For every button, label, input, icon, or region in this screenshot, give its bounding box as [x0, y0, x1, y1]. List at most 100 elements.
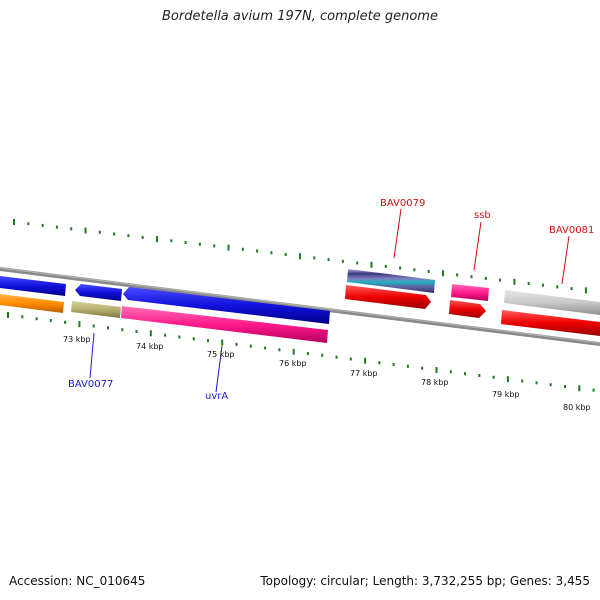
minor-tick: [306, 352, 309, 355]
minor-tick: [456, 273, 459, 277]
minor-tick: [470, 275, 473, 279]
tick-label: 78 kbp: [421, 378, 449, 387]
minor-tick: [55, 225, 58, 229]
tick-label: 77 kbp: [350, 369, 378, 378]
minor-tick: [213, 244, 216, 248]
major-tick: [7, 312, 9, 318]
minor-tick: [313, 256, 316, 260]
backbone: [0, 267, 600, 346]
minor-tick: [184, 241, 187, 244]
tick-label: 76 kbp: [279, 359, 307, 368]
major-tick: [78, 321, 81, 328]
major-tick: [442, 270, 444, 277]
gene-label-uvra: uvrA: [205, 391, 228, 402]
gene-pink-2: [451, 284, 489, 301]
minor-tick: [49, 319, 52, 322]
gene-orange: [0, 294, 64, 313]
minor-tick: [406, 364, 409, 368]
major-tick: [156, 236, 158, 243]
tick-row-inner: [7, 312, 595, 392]
gene-label-ssb: ssb: [474, 210, 491, 221]
map-title: Bordetella avium 197N, complete genome: [162, 9, 438, 24]
tick-label: 74 kbp: [136, 342, 164, 351]
minor-tick: [349, 357, 352, 361]
tick-label: 79 kbp: [492, 390, 520, 399]
major-tick: [227, 244, 230, 251]
major-tick: [13, 219, 15, 225]
tick-label: 73 kbp: [63, 335, 91, 344]
label-leaders: [89, 208, 570, 393]
major-tick: [578, 385, 581, 392]
minor-tick: [535, 381, 538, 385]
accession-text: Accession: NC_010645: [9, 574, 146, 588]
minor-tick: [542, 283, 544, 287]
minor-tick: [427, 270, 430, 273]
minor-tick: [241, 247, 244, 251]
minor-tick: [121, 328, 124, 332]
gene-red-2: [449, 300, 486, 318]
major-tick: [435, 367, 438, 373]
genome-summary: Topology: circular; Length: 3,732,255 bp…: [260, 574, 590, 588]
minor-tick: [478, 374, 481, 377]
gene-blue-2: [75, 284, 122, 301]
minor-tick: [27, 222, 30, 226]
tick-label: 80 kbp: [563, 403, 591, 412]
minor-tick: [449, 370, 452, 374]
minor-tick: [378, 361, 381, 365]
gene-red-1: [345, 285, 431, 309]
minor-tick: [127, 234, 130, 238]
minor-tick: [327, 258, 330, 262]
minor-tick: [341, 259, 344, 263]
gene-label-bav0079: BAV0079: [380, 198, 425, 209]
minor-tick: [107, 326, 109, 330]
minor-tick: [264, 346, 267, 350]
minor-tick: [392, 363, 395, 366]
gene-pink: [121, 306, 328, 343]
minor-tick: [484, 276, 487, 280]
minor-tick: [207, 339, 209, 343]
minor-tick: [399, 266, 402, 270]
genes-forward-strand: [0, 269, 600, 324]
minor-tick: [141, 235, 144, 239]
tick-row-outer: [13, 219, 587, 294]
minor-tick: [198, 242, 201, 246]
gene-label-bav0081: BAV0081: [549, 225, 594, 236]
minor-tick: [98, 230, 101, 234]
genes-reverse-strand: [0, 285, 600, 343]
minor-tick: [92, 324, 95, 328]
minor-tick: [178, 335, 181, 339]
minor-tick: [335, 355, 338, 359]
minor-tick: [384, 264, 387, 268]
minor-tick: [556, 285, 559, 289]
minor-tick: [499, 278, 502, 282]
minor-tick: [164, 333, 167, 337]
gene-striped: [347, 269, 435, 293]
gene-olive: [71, 301, 121, 318]
major-tick: [84, 227, 87, 234]
minor-tick: [70, 227, 73, 231]
minor-tick: [256, 249, 259, 253]
minor-tick: [113, 232, 116, 236]
minor-tick: [492, 375, 495, 379]
minor-tick: [564, 385, 566, 388]
minor-tick: [270, 251, 273, 255]
gene-blue-3: [123, 287, 330, 324]
major-tick: [513, 278, 516, 285]
minor-tick: [135, 330, 138, 333]
minor-tick: [35, 317, 38, 321]
minor-tick: [570, 287, 573, 291]
minor-tick: [549, 383, 552, 387]
minor-tick: [64, 320, 67, 324]
major-tick: [506, 376, 509, 383]
major-tick: [149, 330, 152, 337]
tick-labels: 73 kbp 74 kbp 75 kbp 76 kbp 77 kbp 78 kb…: [63, 335, 591, 412]
gene-labels: BAV0077 uvrA BAV0079 ssb BAV0081: [68, 198, 594, 402]
minor-tick: [527, 282, 530, 285]
minor-tick: [170, 239, 173, 243]
minor-tick: [421, 366, 424, 370]
minor-tick: [413, 268, 416, 272]
minor-tick: [41, 223, 44, 227]
gene-grey: [504, 290, 600, 315]
minor-tick: [592, 388, 595, 392]
